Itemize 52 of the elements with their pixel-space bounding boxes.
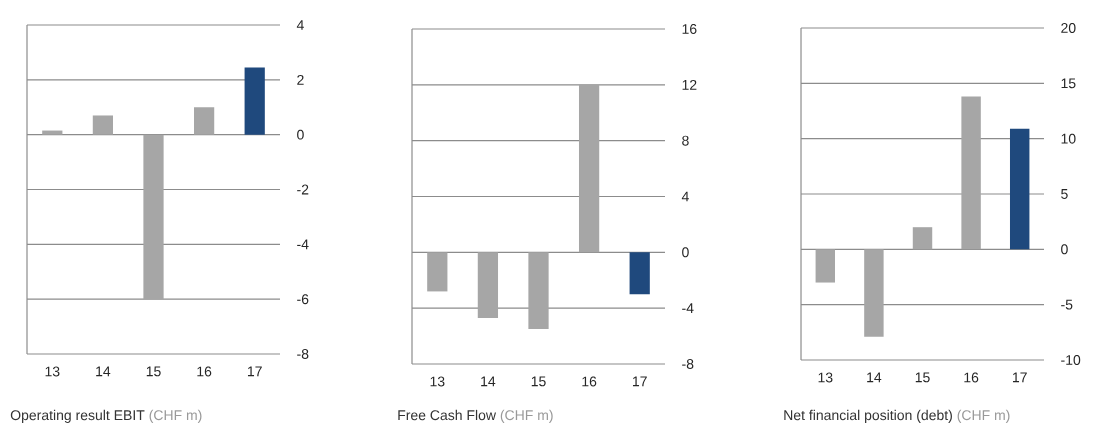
x-tick-label: 13 xyxy=(430,376,445,387)
y-tick-label: 12 xyxy=(682,79,697,90)
x-tick-label: 13 xyxy=(818,372,833,383)
bar xyxy=(92,115,114,135)
bar xyxy=(244,67,265,135)
x-tick-label: 17 xyxy=(1012,372,1027,383)
text: (CHF m) xyxy=(149,409,202,423)
bar xyxy=(815,249,836,283)
y-tick-label: 2 xyxy=(297,74,304,85)
x-tick-label: 15 xyxy=(531,376,546,387)
x-tick-label: 15 xyxy=(915,372,930,383)
x-tick-label: 13 xyxy=(45,366,60,377)
x-tick-label: 14 xyxy=(96,366,111,377)
y-tick-label: -8 xyxy=(682,359,694,369)
y-tick-label: -4 xyxy=(682,303,694,313)
bar xyxy=(1009,128,1030,250)
y-tick-label: -8 xyxy=(297,349,309,359)
y-tick-label: 5 xyxy=(1061,189,1068,199)
bar xyxy=(912,227,933,250)
text: Net financial position (debt) xyxy=(784,409,952,423)
y-tick-label: -4 xyxy=(297,239,309,250)
x-tick-label: 14 xyxy=(867,372,882,383)
y-tick-label: 0 xyxy=(297,129,304,140)
y-tick-label: 8 xyxy=(682,135,689,146)
bar xyxy=(961,96,981,250)
y-tick-label: -6 xyxy=(297,294,309,305)
bar xyxy=(42,130,63,135)
x-tick-label: 16 xyxy=(197,366,212,377)
y-tick-label: 16 xyxy=(682,24,697,34)
bar xyxy=(143,134,164,300)
y-tick-label: 20 xyxy=(1061,23,1076,33)
x-tick-label: 16 xyxy=(582,376,597,387)
text: Free Cash Flow xyxy=(398,409,497,421)
y-tick-label: -10 xyxy=(1061,355,1081,365)
bar xyxy=(193,107,215,135)
y-tick-label: 0 xyxy=(682,247,689,258)
y-tick-label: -5 xyxy=(1061,299,1073,310)
x-tick-label: 14 xyxy=(481,376,496,387)
y-tick-label: 15 xyxy=(1061,78,1076,89)
x-tick-label: 17 xyxy=(247,366,262,377)
bar xyxy=(864,249,884,337)
text: Operating result EBIT xyxy=(10,409,145,423)
text: (CHF m) xyxy=(957,409,1010,423)
x-tick-label: 16 xyxy=(964,372,979,383)
y-tick-label: 10 xyxy=(1061,133,1076,144)
y-tick-label: 4 xyxy=(296,20,304,30)
x-tick-label: 15 xyxy=(146,366,161,377)
y-tick-label: 4 xyxy=(681,191,689,202)
x-tick-label: 17 xyxy=(632,376,647,387)
y-tick-label: 0 xyxy=(1061,244,1068,255)
text: (CHF m) xyxy=(500,409,553,423)
y-tick-label: -2 xyxy=(297,184,309,195)
